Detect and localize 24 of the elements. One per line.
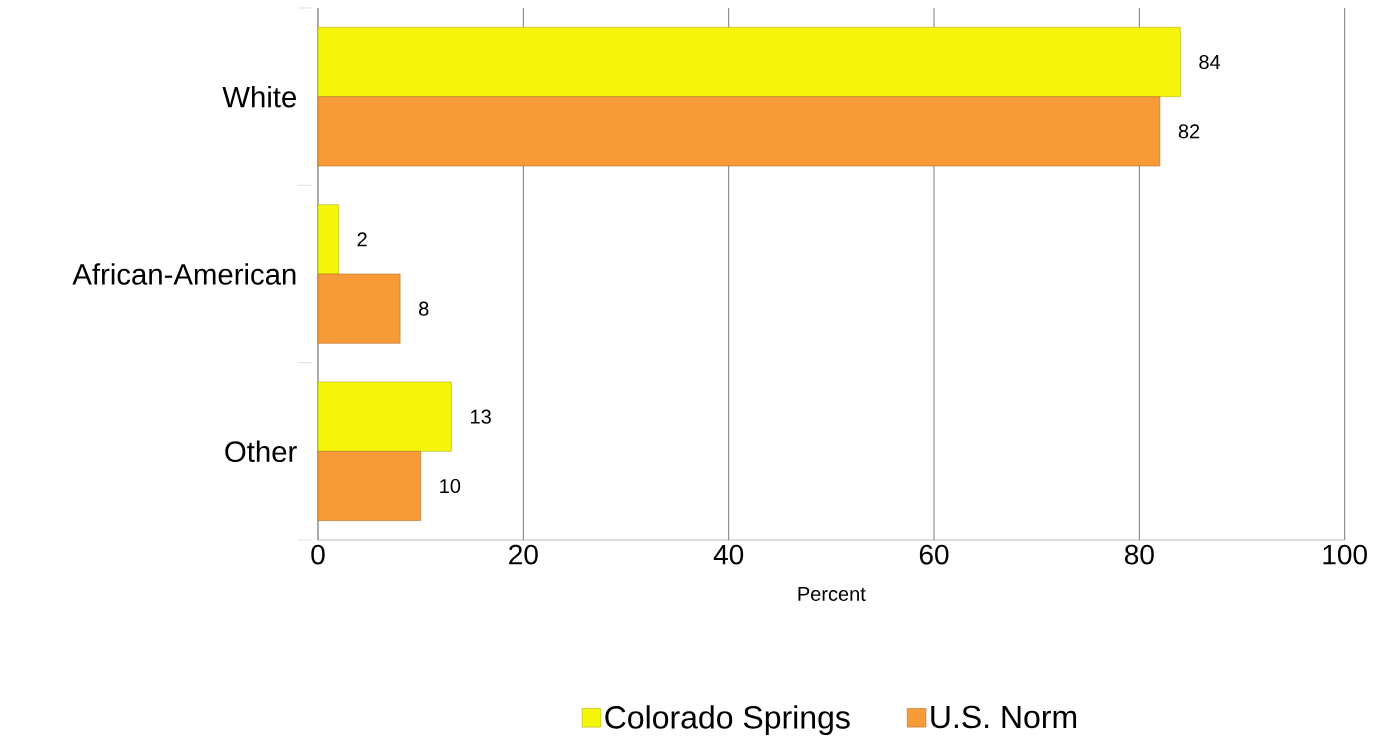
legend-label: U.S. Norm xyxy=(931,705,1077,729)
x-tick-label: 100 xyxy=(1323,544,1367,565)
bar xyxy=(317,96,1161,167)
y-tick-label: Other xyxy=(225,440,297,463)
x-tick-label: 20 xyxy=(509,544,538,565)
data-label: 8 xyxy=(419,301,429,316)
x-tick-label: 0 xyxy=(311,544,325,565)
bar xyxy=(317,273,401,344)
y-tick-label: White xyxy=(222,85,296,108)
x-tick-label: 60 xyxy=(919,544,949,565)
data-label: 82 xyxy=(1178,124,1200,139)
bar xyxy=(317,27,1181,97)
data-label: 13 xyxy=(471,409,491,424)
legend-label: Colorado Springs xyxy=(605,705,850,736)
data-label: 10 xyxy=(440,478,461,494)
data-label: 2 xyxy=(357,232,367,247)
bar xyxy=(317,381,452,452)
y-tick-label: African-American xyxy=(72,263,296,285)
bar xyxy=(317,451,421,521)
x-axis-title: Percent xyxy=(798,587,866,601)
x-tick-label: 80 xyxy=(1124,544,1154,565)
data-label: 84 xyxy=(1199,54,1221,70)
x-tick-label: 40 xyxy=(713,544,744,565)
bar xyxy=(317,204,339,275)
